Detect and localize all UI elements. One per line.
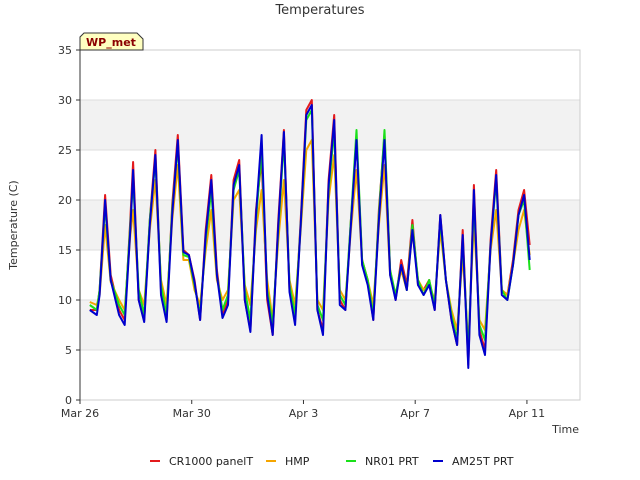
legend-label: NR01 PRT <box>365 455 419 468</box>
y-tick-label: 10 <box>58 294 72 307</box>
series-line-nr01-prt <box>89 109 531 356</box>
y-tick-label: 25 <box>58 144 72 157</box>
site-badge-shape <box>79 32 144 51</box>
x-tick-label: Apr 3 <box>289 407 319 420</box>
y-tick-label: 30 <box>58 94 72 107</box>
x-axis-label: Time <box>551 423 579 436</box>
series-lines <box>89 99 531 369</box>
x-tick-labels: Mar 26 Mar 30 Apr 3 Apr 7 Apr 11 <box>61 400 545 420</box>
y-tick-label: 0 <box>65 394 72 407</box>
x-tick-label: Apr 11 <box>509 407 546 420</box>
plot-band <box>80 50 580 100</box>
x-tick-label: Apr 7 <box>400 407 430 420</box>
plot-band <box>80 350 580 400</box>
y-tick-label: 15 <box>58 244 72 257</box>
y-tick-label: 20 <box>58 194 72 207</box>
plot-band <box>80 100 580 150</box>
legend-label: HMP <box>285 455 310 468</box>
legend: CR1000 panelT HMP NR01 PRT AM25T PRT <box>150 455 514 468</box>
site-badge-label: WP_met <box>86 36 136 49</box>
plot-band <box>80 200 580 250</box>
y-tick-labels: 0 5 10 15 20 25 30 35 <box>58 44 80 407</box>
y-tick-label: 5 <box>65 344 72 357</box>
x-tick-label: Mar 26 <box>61 407 99 420</box>
site-badge: WP_met <box>79 32 144 51</box>
axes <box>79 49 581 401</box>
x-tick-label: Mar 30 <box>173 407 211 420</box>
plot-background <box>80 50 580 400</box>
plot-band <box>80 300 580 350</box>
legend-label: CR1000 panelT <box>169 455 253 468</box>
y-tick-label: 35 <box>58 44 72 57</box>
y-axis-label: Temperature (C) <box>7 180 20 270</box>
chart-title: Temperatures <box>274 3 364 18</box>
legend-label: AM25T PRT <box>452 455 514 468</box>
series-line-am25t-prt <box>89 104 531 369</box>
